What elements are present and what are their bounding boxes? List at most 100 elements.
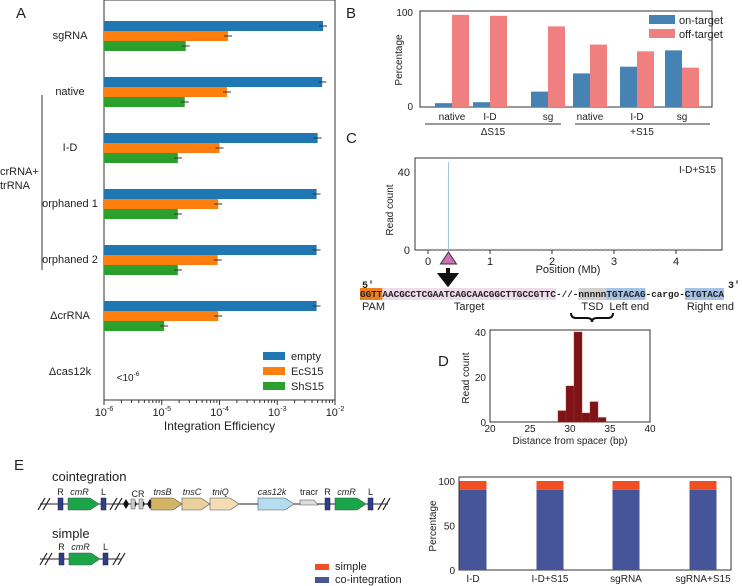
cointegration-title: cointegration	[52, 469, 126, 484]
stacked-bar-simple	[689, 481, 717, 490]
legend-label: off-target	[679, 29, 723, 41]
x-axis-label: Position (Mb)	[536, 264, 601, 276]
seq-pam: GGTT	[360, 289, 383, 300]
x-tick-label: 2	[549, 256, 555, 268]
legend-swatch-on-target	[649, 15, 675, 24]
panel-a-category-label: orphaned 2	[42, 254, 98, 266]
panel-a-category-label: I-D	[63, 142, 78, 154]
stacked-bar-co-integration	[536, 489, 564, 570]
x-tick-label: 10-4	[210, 405, 229, 419]
bar-on-target	[473, 102, 490, 107]
bar-off-target	[452, 14, 469, 108]
bar-ShS15	[104, 209, 178, 219]
seq-highlight-target	[382, 288, 556, 300]
x-tick-label: 10-5	[152, 405, 171, 419]
bar-empty	[104, 21, 324, 31]
break-slash-icon	[37, 497, 51, 511]
seq-cargo: -cargo-	[646, 289, 685, 300]
bar-off-target	[590, 44, 607, 107]
gene-label-tracr: tracr	[300, 487, 318, 497]
y-axis-label: Percentage	[394, 34, 405, 86]
legend-swatch-off-target	[649, 29, 675, 38]
bar-empty	[104, 133, 318, 143]
gene-label-L: L	[101, 487, 106, 497]
gene-tnsC	[181, 497, 211, 511]
legend-label: EcS15	[291, 366, 323, 378]
bar-empty	[104, 77, 323, 87]
panel-e-frame	[458, 476, 732, 571]
gene-label-L: L	[103, 542, 108, 552]
bar-EcS15	[104, 143, 220, 153]
x-tick-label: 10-6	[95, 405, 114, 419]
x-tick-label: 35	[604, 424, 616, 435]
bar-off-target	[682, 67, 699, 107]
bar-on-target	[573, 73, 590, 107]
panel-a-category-label: Δcas12k	[49, 366, 92, 378]
x-tick-label: I-D+S15	[532, 574, 569, 585]
legend-label: co-integration	[335, 574, 402, 586]
x-tick-label: 40	[644, 424, 656, 435]
histogram-bar	[565, 385, 575, 423]
group-label: ΔS15	[481, 127, 506, 138]
seq-highlight-tsd	[578, 288, 607, 300]
x-tick-label: 30	[564, 424, 576, 435]
spacer	[130, 498, 136, 510]
legend-swatch-simple	[315, 564, 329, 570]
bar-off-target	[637, 51, 654, 107]
panel-label-A: A	[16, 5, 26, 22]
panel-label-B: B	[346, 5, 356, 22]
bar-on-target	[531, 91, 548, 107]
seq-label-pam: PAM	[362, 301, 385, 313]
histogram-bar	[589, 401, 599, 423]
stacked-bar-simple	[536, 481, 564, 490]
transposon-end-L	[102, 552, 109, 566]
gene-cas12k	[257, 497, 295, 511]
panel-a-category-label: native	[55, 86, 84, 98]
legend-label: empty	[291, 351, 321, 363]
bar-off-target	[490, 15, 507, 107]
stacked-bar-co-integration	[612, 489, 640, 570]
gene-tniQ	[209, 497, 240, 511]
y-tick-label: 50	[444, 522, 456, 533]
x-tick-label: 4	[673, 256, 679, 268]
x-tick-label: I-D	[483, 112, 496, 123]
x-tick-label: 3	[611, 256, 617, 268]
panel-a-category-label: ΔcrRNA	[50, 310, 90, 322]
gene-tnsB	[150, 497, 183, 511]
below-detection-annotation: <10-6	[117, 371, 140, 384]
seq-label-target: Target	[454, 301, 485, 313]
y-tick-label: 100	[438, 477, 455, 488]
seq-highlight-pam	[360, 288, 383, 300]
transposon-end-L	[100, 497, 107, 511]
bar-EcS15	[104, 311, 219, 321]
break-slash-icon	[109, 497, 123, 511]
histogram-bar	[597, 417, 607, 423]
y-axis-label: Percentage	[428, 500, 439, 552]
legend-swatch-ShS15	[263, 382, 285, 390]
seq-right: CTGTACA	[685, 289, 725, 300]
bar-on-target	[435, 103, 452, 107]
legend-label: on-target	[679, 15, 723, 27]
bar-ShS15	[104, 97, 185, 107]
bar-EcS15	[104, 87, 228, 97]
stacked-bar-simple	[459, 481, 487, 490]
gene-label-tnsB: tnsB	[153, 487, 171, 497]
x-tick-label: native	[577, 112, 604, 123]
bar-empty	[104, 301, 317, 311]
gene-label-cas12k: cas12k	[258, 487, 287, 497]
legend-label: simple	[335, 561, 367, 573]
repeat-diamond-icon	[123, 499, 129, 509]
x-tick-label: sgRNA	[610, 574, 642, 585]
y-axis-label: Read count	[385, 184, 396, 235]
seq-label-tsd: TSD	[581, 301, 603, 313]
gene-label-cmR: cmR	[71, 542, 90, 552]
panel-a-category-label: sgRNA	[53, 30, 89, 42]
panel-b-frame	[419, 10, 713, 108]
gene-label-R: R	[57, 487, 64, 497]
bracket-label: crRNA+	[0, 166, 39, 178]
bar-off-target	[548, 26, 565, 107]
stacked-bar-co-integration	[689, 489, 717, 570]
x-tick-label: sg	[543, 112, 554, 123]
break-slash-icon	[112, 552, 126, 566]
y-tick-label: 100	[396, 8, 413, 19]
